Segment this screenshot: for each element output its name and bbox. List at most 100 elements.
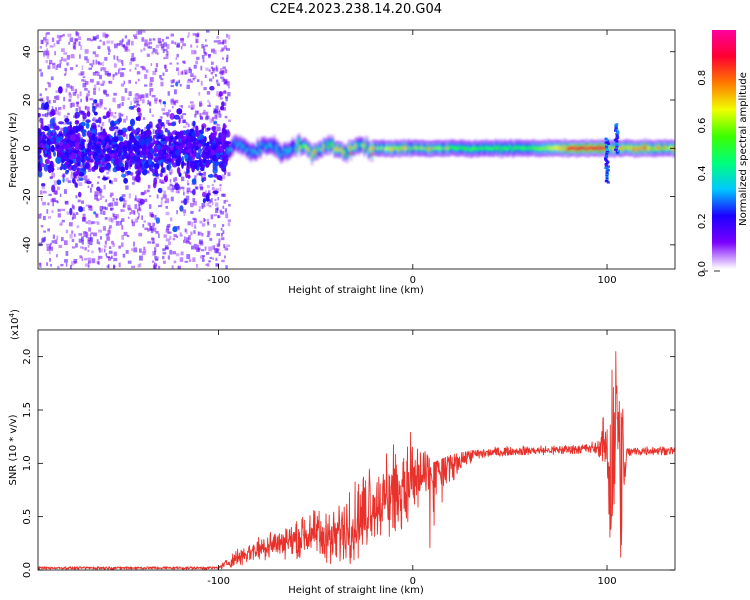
heatmap-cell	[218, 91, 223, 97]
heatmap-cell	[161, 108, 165, 112]
heatmap-cell	[121, 242, 124, 248]
heatmap-cell	[153, 227, 157, 232]
heatmap-cell	[92, 36, 97, 41]
heatmap-cell	[138, 212, 140, 218]
heatmap-cell	[129, 68, 132, 72]
heatmap-cell	[68, 41, 71, 45]
heatmap-cell	[135, 98, 139, 103]
heatmap-cell	[39, 93, 42, 97]
heatmap-cell	[52, 62, 56, 65]
heatmap-cell	[86, 180, 92, 185]
heatmap-cell	[55, 95, 60, 101]
heatmap-cell	[168, 241, 171, 246]
heatmap-cell	[52, 136, 56, 144]
heatmap-cell	[65, 177, 69, 182]
heatmap-cell	[138, 112, 142, 115]
heatmap-cell	[223, 45, 228, 50]
heatmap-cell	[130, 172, 134, 176]
heatmap-cell	[94, 54, 99, 58]
heatmap-cell	[51, 240, 55, 244]
heatmap-cell	[143, 246, 146, 250]
heatmap-cell	[186, 80, 190, 84]
heatmap-cell	[192, 137, 197, 141]
heatmap-cell	[76, 225, 80, 229]
heatmap-cell	[69, 233, 73, 239]
y-tick-label: 1.5	[22, 402, 33, 418]
heatmap-cell	[222, 107, 227, 111]
heatmap-cell	[155, 44, 159, 49]
y-tick-label: 0	[22, 145, 33, 151]
heatmap-cell	[88, 67, 92, 70]
heatmap-cell	[142, 223, 145, 228]
heatmap-cell	[86, 93, 90, 97]
heatmap-cell	[193, 230, 196, 234]
heatmap-cell	[213, 179, 216, 183]
colorbar-ticks: 0.0 0.2 0.4 0.6 0.8	[697, 70, 720, 277]
heatmap-cell	[189, 80, 193, 83]
heatmap-cell	[212, 167, 218, 174]
heatmap-cell	[90, 206, 94, 211]
colorbar-tick-label: 0.6	[697, 118, 708, 134]
heatmap-cell	[121, 173, 126, 178]
heatmap-cell	[191, 104, 195, 110]
heatmap-cell	[159, 179, 161, 183]
snr-scale-label: (x104)	[8, 309, 21, 340]
heatmap-cell	[152, 129, 155, 134]
heatmap-cell	[157, 118, 162, 123]
heatmap-cell	[170, 145, 173, 150]
heatmap-cell	[119, 103, 122, 108]
heatmap-cell	[51, 210, 54, 214]
heatmap-cell	[113, 251, 117, 257]
heatmap-cell	[52, 201, 54, 207]
heatmap-cell	[127, 260, 132, 264]
heatmap-cell	[90, 78, 94, 83]
heatmap-cell	[102, 148, 108, 152]
heatmap-cell	[96, 186, 101, 192]
heatmap-cell	[46, 262, 49, 266]
heatmap-cell	[180, 38, 184, 43]
heatmap-cell	[63, 122, 67, 126]
heatmap-cell	[169, 113, 175, 120]
heatmap-cell	[199, 163, 204, 168]
heatmap-cell	[119, 196, 124, 202]
heatmap-cell	[86, 157, 90, 161]
heatmap-cell	[145, 129, 152, 137]
heatmap-cell	[91, 258, 96, 264]
heatmap-cell	[96, 220, 99, 224]
heatmap-cell	[97, 124, 101, 128]
heatmap-cell	[96, 260, 99, 265]
heatmap-cell	[179, 257, 184, 262]
heatmap-cell	[194, 223, 196, 228]
heatmap-cell	[152, 238, 155, 243]
svg-text:(x104): (x104)	[8, 309, 21, 340]
heatmap-cell	[106, 176, 110, 180]
heatmap-cell	[122, 132, 127, 138]
heatmap-cell	[102, 206, 106, 210]
heatmap-cell	[135, 81, 137, 84]
heatmap-cell	[87, 90, 90, 94]
heatmap-cell	[154, 68, 158, 73]
heatmap-cell	[134, 94, 139, 99]
heatmap-cell	[64, 67, 67, 71]
heatmap-cell	[157, 187, 163, 194]
heatmap-cell	[128, 193, 131, 199]
heatmap-cell	[85, 221, 88, 224]
heatmap-cell	[148, 158, 153, 165]
heatmap-cell	[71, 171, 73, 176]
heatmap-cell	[104, 207, 108, 211]
heatmap-cell	[208, 190, 211, 195]
heatmap-cell	[160, 122, 165, 127]
heatmap-cell	[110, 207, 113, 211]
heatmap-cell	[102, 41, 106, 46]
heatmap-cell	[118, 136, 124, 142]
heatmap-cell	[210, 214, 214, 220]
heatmap-cell	[58, 86, 63, 94]
heatmap-cell	[135, 92, 139, 96]
heatmap-cell	[200, 255, 203, 259]
heatmap-cell	[223, 244, 226, 249]
heatmap-cell	[144, 190, 147, 194]
spectrogram-panel: -100 0 100 -40 -20 0 20 40 Height of straight …	[8, 29, 676, 296]
heatmap-cell	[169, 136, 174, 140]
heatmap-cell	[169, 62, 173, 65]
heatmap-cell	[87, 220, 91, 225]
